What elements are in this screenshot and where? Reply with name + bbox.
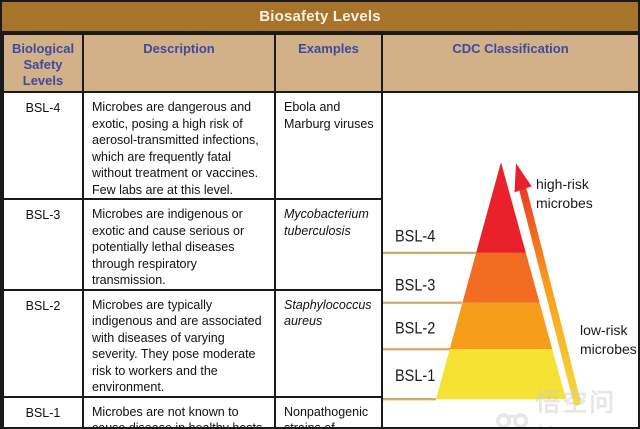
example-cell-bsl2: Staphylococcus aureus xyxy=(274,288,383,398)
example-text: Ebola and Marburg viruses xyxy=(284,100,374,131)
description-cell-bsl3: Microbes are indigenous or exotic and ca… xyxy=(82,198,276,291)
low-risk-label: low-risk microbes xyxy=(580,322,637,357)
cdc-classification-cell: BSL-4 BSL-3 BSL-2 BSL-1 high-risk microb… xyxy=(381,91,638,427)
pyramid-label-bsl3: BSL-3 xyxy=(395,277,435,295)
example-text-italic: Staphylococcus aureus xyxy=(284,297,372,329)
level-cell-bsl1: BSL-1 xyxy=(2,395,84,427)
example-cell-bsl3: Mycobacterium tuberculosis xyxy=(274,198,383,291)
arrow-body xyxy=(519,187,581,406)
arrow-head xyxy=(514,163,532,193)
example-text-italic: Mycobacterium tuberculosis xyxy=(284,207,369,238)
level-cell-bsl2: BSL-2 xyxy=(2,288,84,398)
column-header-description: Description xyxy=(82,33,276,93)
pyramid-layer-bsl3 xyxy=(462,252,540,303)
description-cell-bsl1: Microbes are not known to cause disease … xyxy=(82,395,276,427)
pyramid-label-bsl4: BSL-4 xyxy=(395,228,436,246)
table-row-bsl2: BSL-2 Microbes are typically indigenous … xyxy=(2,288,638,398)
risk-pyramid-diagram: BSL-4 BSL-3 BSL-2 BSL-1 xyxy=(383,156,586,412)
pyramid-layer-bsl4 xyxy=(476,162,526,253)
description-cell-bsl2: Microbes are typically indigenous and ar… xyxy=(82,288,276,398)
level-lines xyxy=(383,251,476,401)
title-bar: Biosafety Levels xyxy=(2,2,638,33)
high-risk-label: high-risk microbes xyxy=(536,176,593,211)
pyramid-layer-bsl2 xyxy=(449,302,553,350)
pyramid-layer-bsl1 xyxy=(436,349,566,400)
example-cell-bsl4: Ebola and Marburg viruses xyxy=(274,91,383,200)
column-header-level: Biological Safety Levels xyxy=(2,33,84,93)
page-title: Biosafety Levels xyxy=(259,8,381,25)
example-cell-bsl1: Nonpathogenic strains of Escherichia col… xyxy=(274,395,383,429)
header-row: Biological Safety Levels Description Exa… xyxy=(2,33,638,93)
column-header-cdc: CDC Classification xyxy=(381,33,638,93)
column-header-examples: Examples xyxy=(274,33,383,93)
table-row-bsl1: BSL-1 Microbes are not known to cause di… xyxy=(2,395,638,429)
table-row-bsl3: BSL-3 Microbes are indigenous or exotic … xyxy=(2,198,638,291)
pyramid-label-bsl1: BSL-1 xyxy=(395,367,435,385)
risk-arrow-icon xyxy=(510,156,586,412)
pyramid-label-bsl2: BSL-2 xyxy=(395,320,435,338)
level-cell-bsl4: BSL-4 xyxy=(2,91,84,200)
description-cell-bsl4: Microbes are dangerous and exotic, posin… xyxy=(82,91,276,200)
level-cell-bsl3: BSL-3 xyxy=(2,198,84,291)
biosafety-table: Biological Safety Levels Description Exa… xyxy=(2,33,638,429)
table-row-bsl4: BSL-4 Microbes are dangerous and exotic,… xyxy=(2,91,638,427)
example-text: Nonpathogenic strains of xyxy=(284,404,369,429)
